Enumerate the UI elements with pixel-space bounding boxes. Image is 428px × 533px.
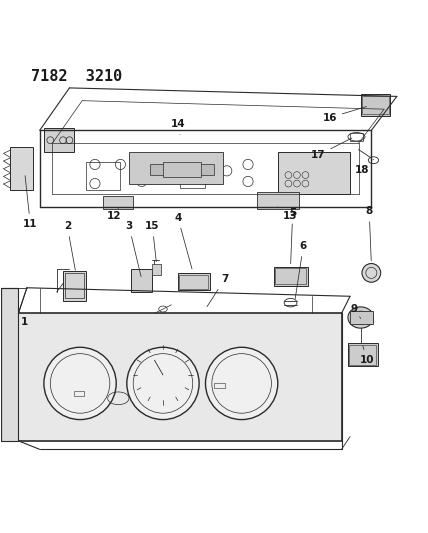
Bar xyxy=(18,313,342,441)
Bar xyxy=(256,192,299,209)
Text: 3: 3 xyxy=(125,221,141,277)
Text: 14: 14 xyxy=(170,119,185,135)
Bar xyxy=(150,165,214,175)
Bar xyxy=(350,133,363,141)
Text: 15: 15 xyxy=(145,221,160,262)
Text: 17: 17 xyxy=(311,138,352,160)
Bar xyxy=(180,165,205,188)
Ellipse shape xyxy=(348,307,374,328)
Text: 6: 6 xyxy=(295,241,307,298)
Bar xyxy=(362,96,389,114)
Bar xyxy=(349,345,377,365)
Bar xyxy=(152,264,161,275)
Text: 5: 5 xyxy=(289,208,296,264)
Bar xyxy=(179,274,208,288)
Bar xyxy=(86,163,120,190)
Circle shape xyxy=(44,348,116,419)
Text: 2: 2 xyxy=(64,221,75,270)
Bar xyxy=(129,152,223,183)
Bar xyxy=(163,163,201,177)
Text: 10: 10 xyxy=(360,346,374,365)
Text: 11: 11 xyxy=(23,176,38,229)
Bar xyxy=(104,196,133,209)
Circle shape xyxy=(362,263,380,282)
Text: 9: 9 xyxy=(351,304,361,318)
Bar xyxy=(278,152,350,194)
Bar xyxy=(131,269,152,292)
Bar xyxy=(350,311,374,324)
Bar xyxy=(275,268,306,285)
Bar xyxy=(44,128,74,152)
Bar xyxy=(214,383,225,387)
Text: 7182  3210: 7182 3210 xyxy=(31,69,122,84)
Text: 13: 13 xyxy=(278,207,298,221)
Circle shape xyxy=(127,348,199,419)
Bar xyxy=(273,266,308,286)
Text: 8: 8 xyxy=(366,206,373,261)
Bar xyxy=(1,288,18,441)
Text: 18: 18 xyxy=(355,159,374,174)
Text: 1: 1 xyxy=(20,311,28,327)
Text: 16: 16 xyxy=(322,107,366,123)
Circle shape xyxy=(205,348,278,419)
Bar xyxy=(348,343,378,366)
Text: 7: 7 xyxy=(207,274,228,306)
Bar xyxy=(178,273,210,290)
Bar xyxy=(65,273,84,298)
Text: 4: 4 xyxy=(174,213,192,269)
Bar xyxy=(10,148,33,190)
Bar xyxy=(361,94,390,116)
Bar xyxy=(74,391,84,396)
Text: 12: 12 xyxy=(107,208,121,221)
Bar xyxy=(63,271,86,301)
